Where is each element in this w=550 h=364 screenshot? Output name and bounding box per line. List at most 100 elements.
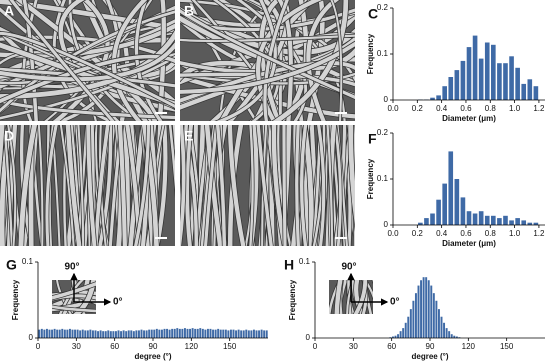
bar xyxy=(53,328,56,338)
fiber xyxy=(59,125,75,246)
bar xyxy=(435,300,438,338)
bar xyxy=(240,330,243,338)
bar xyxy=(527,222,533,225)
bar xyxy=(442,183,447,225)
bar xyxy=(503,215,508,225)
bar xyxy=(38,329,41,338)
bar xyxy=(454,70,460,100)
x-axis-title: Diameter (μm) xyxy=(442,239,496,248)
fiber xyxy=(52,290,96,299)
bar xyxy=(460,60,466,100)
bar xyxy=(58,329,61,338)
bar xyxy=(430,285,433,338)
bar xyxy=(84,330,87,338)
y-tick-label: 0 xyxy=(306,333,311,342)
bar xyxy=(399,331,402,338)
fiber xyxy=(0,31,175,109)
y-axis-title: Frequency xyxy=(366,33,375,74)
sem-image xyxy=(180,125,355,246)
fiber xyxy=(333,125,342,246)
fiber xyxy=(98,125,113,246)
bar xyxy=(503,63,508,100)
bar xyxy=(178,328,181,338)
bar xyxy=(148,329,151,338)
fiber xyxy=(65,280,90,314)
bar xyxy=(414,293,417,338)
bar xyxy=(391,336,394,338)
y-tick-label: 0.1 xyxy=(377,49,389,58)
bar xyxy=(533,86,539,100)
bar xyxy=(94,330,97,338)
fiber xyxy=(52,305,96,313)
bar xyxy=(222,329,225,338)
fiber xyxy=(0,54,175,104)
bar xyxy=(114,331,117,338)
bar xyxy=(145,330,148,338)
fiber xyxy=(22,0,38,121)
bar xyxy=(102,331,105,338)
fiber xyxy=(346,280,355,314)
bar xyxy=(430,97,435,100)
panel-label: F xyxy=(368,131,377,147)
bar xyxy=(56,329,59,338)
bar xyxy=(497,218,502,225)
bar xyxy=(132,331,135,338)
fiber xyxy=(9,0,115,121)
x-tick-label: 30 xyxy=(349,342,358,351)
y-tick-label: 0 xyxy=(384,95,389,104)
fiber xyxy=(227,125,246,246)
panel-label: E xyxy=(184,128,193,144)
bar xyxy=(260,329,263,338)
bar xyxy=(255,330,258,338)
bar xyxy=(232,329,235,338)
x-tick-label: 0.8 xyxy=(485,104,497,113)
fiber xyxy=(272,0,349,121)
fiber xyxy=(0,125,5,182)
fiber xyxy=(256,125,273,246)
x-tick-label: 30 xyxy=(72,342,81,351)
fiber xyxy=(329,280,342,314)
fiber-shadow xyxy=(171,125,175,171)
x-axis-title: degree (°) xyxy=(135,352,172,361)
bar xyxy=(478,211,484,225)
x-tick-label: 90 xyxy=(426,342,435,351)
bar xyxy=(397,334,400,338)
fiber xyxy=(93,125,110,246)
bar xyxy=(48,329,51,338)
bar xyxy=(250,330,253,338)
fiber xyxy=(157,0,167,121)
bar xyxy=(491,44,496,100)
bar xyxy=(497,63,502,100)
bar xyxy=(448,151,454,225)
bar xyxy=(455,336,458,338)
x-tick-label: 150 xyxy=(500,342,514,351)
bar xyxy=(417,285,420,338)
bar xyxy=(140,329,143,338)
bar xyxy=(160,329,163,338)
fiber xyxy=(348,125,355,227)
y-axis-title: Frequency xyxy=(11,279,20,320)
bar xyxy=(227,330,230,338)
bar xyxy=(74,329,77,338)
fiber xyxy=(263,0,289,121)
bar xyxy=(235,330,238,338)
bar xyxy=(158,329,161,338)
x-tick-label: 0.2 xyxy=(412,229,424,238)
panel-label: B xyxy=(184,3,194,19)
x-tick-label: 0.8 xyxy=(485,229,497,238)
fiber xyxy=(306,0,340,121)
bar xyxy=(143,330,146,338)
bar xyxy=(466,211,472,225)
bar xyxy=(153,329,156,338)
sem-image xyxy=(0,0,175,121)
bar xyxy=(171,328,174,338)
y-axis-title: Frequency xyxy=(288,279,297,320)
bar xyxy=(430,213,435,225)
bar xyxy=(450,334,453,338)
bar xyxy=(424,218,429,225)
sem-image xyxy=(0,125,175,246)
bar xyxy=(68,328,71,338)
bar xyxy=(173,328,176,338)
bar xyxy=(472,35,478,100)
